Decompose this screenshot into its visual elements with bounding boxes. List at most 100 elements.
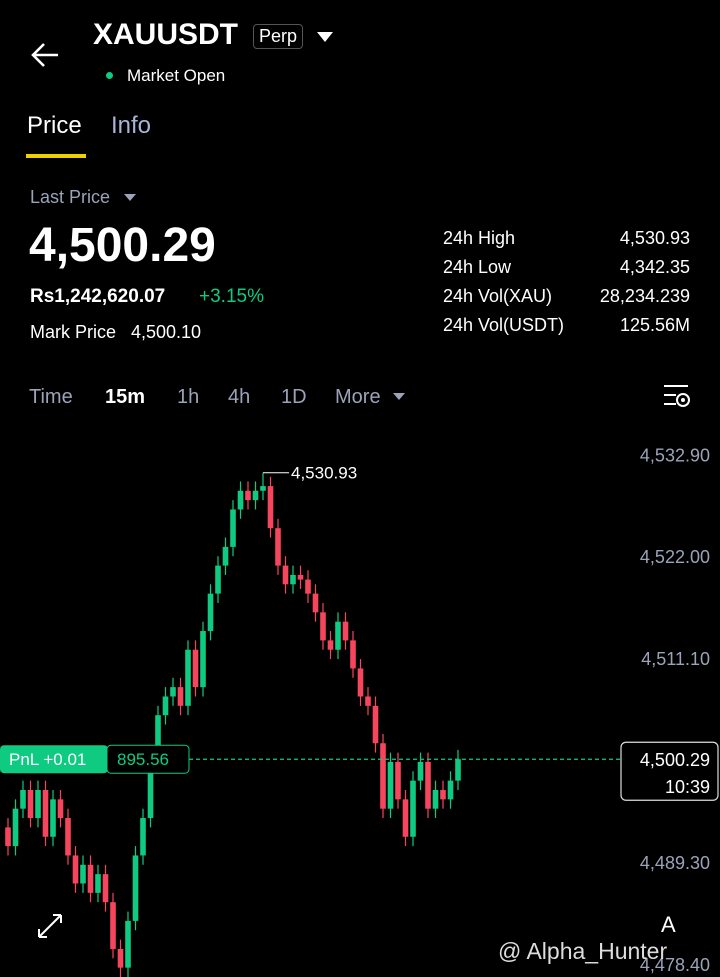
price-change: +3.15% bbox=[199, 286, 264, 307]
candle-body bbox=[140, 818, 146, 856]
candle-body bbox=[110, 902, 116, 949]
interval-option[interactable]: 1h bbox=[177, 386, 200, 408]
candle-body bbox=[380, 743, 386, 809]
candle-body bbox=[27, 789, 34, 819]
stat-value: 125.56M bbox=[619, 315, 690, 335]
last-price: 4,500.29 bbox=[29, 219, 216, 272]
candle-body bbox=[155, 715, 161, 762]
candle-body bbox=[365, 696, 371, 706]
stat-label: 24h High bbox=[443, 228, 516, 248]
candle-body bbox=[117, 948, 124, 968]
candle-body bbox=[35, 789, 41, 819]
pnl-box bbox=[0, 745, 108, 774]
candle-body bbox=[297, 574, 304, 580]
interval-option[interactable]: 4h bbox=[228, 386, 251, 408]
candle-body bbox=[162, 696, 169, 716]
symbol-dropdown[interactable] bbox=[316, 31, 334, 43]
candle-body bbox=[177, 687, 184, 706]
perp-badge: Perp bbox=[253, 24, 304, 49]
tab-info[interactable]: Info bbox=[111, 112, 152, 139]
candle-body bbox=[335, 621, 341, 650]
stat-label: 24h Vol(USDT) bbox=[443, 315, 565, 335]
candle-body bbox=[320, 612, 326, 641]
interval-option[interactable]: 15m bbox=[105, 386, 146, 408]
candle-body bbox=[65, 818, 71, 856]
stat-value: 4,342.35 bbox=[619, 257, 690, 277]
candle-body bbox=[290, 574, 296, 585]
pnl-label: PnL +0.01 bbox=[9, 750, 86, 769]
pnl-tag[interactable]: PnL +0.01 895.56 bbox=[0, 744, 190, 774]
symbol-title[interactable]: XAUUSDT bbox=[93, 18, 239, 51]
interval-option[interactable]: 1D bbox=[281, 386, 307, 408]
candle-body bbox=[147, 761, 154, 819]
stat-value: 4,530.93 bbox=[619, 228, 690, 248]
candle-body bbox=[267, 486, 274, 529]
candle-body bbox=[372, 705, 379, 744]
chart-settings[interactable] bbox=[662, 383, 692, 409]
back-button[interactable] bbox=[28, 40, 62, 70]
candle-body bbox=[50, 799, 56, 837]
candle-body bbox=[72, 855, 79, 884]
candle-body bbox=[440, 789, 446, 800]
candle-body bbox=[20, 789, 26, 809]
candle-body bbox=[230, 509, 236, 547]
candle-body bbox=[342, 621, 349, 641]
status-dot bbox=[106, 72, 113, 79]
candle-body bbox=[132, 855, 139, 921]
candle-body bbox=[425, 761, 431, 809]
candle-body bbox=[350, 640, 356, 669]
fiat-price: Rs1,242,620.07 bbox=[30, 286, 166, 307]
y-tick-label: 4,489.30 bbox=[640, 853, 710, 873]
candle-body bbox=[455, 759, 461, 781]
candle-body bbox=[42, 789, 49, 837]
stat-label: 24h Low bbox=[443, 257, 512, 277]
tab-indicator bbox=[26, 154, 86, 158]
candle-body bbox=[275, 528, 281, 566]
candle-body bbox=[245, 490, 251, 501]
candle-body bbox=[87, 864, 94, 893]
candle-body bbox=[312, 593, 319, 613]
candle-body bbox=[447, 780, 454, 800]
countdown: 10:39 bbox=[665, 777, 710, 797]
last-price-label[interactable]: Last Price bbox=[30, 187, 111, 207]
candlestick-chart: 4,532.90 4,522.00 4,511.10 4,489.30 4,478.40… bbox=[0, 445, 719, 977]
candle-body bbox=[170, 687, 176, 697]
current-price-label: 4,500.29 bbox=[640, 750, 710, 770]
candle-body bbox=[80, 864, 86, 884]
candle-body bbox=[125, 920, 131, 968]
candle-body bbox=[410, 780, 416, 837]
dropdown-icon bbox=[124, 194, 136, 201]
candle-body bbox=[207, 593, 214, 632]
high-marker-label: 4,530.93 bbox=[291, 464, 357, 483]
candle-body bbox=[327, 640, 334, 650]
candle-body bbox=[252, 490, 259, 501]
interval-label: Time bbox=[29, 386, 73, 408]
candle-body bbox=[5, 827, 11, 847]
position-price: 895.56 bbox=[117, 750, 169, 769]
candle-body bbox=[432, 789, 439, 809]
candle-body bbox=[12, 808, 19, 847]
candle-body bbox=[417, 761, 424, 781]
stat-value: 28,234.239 bbox=[599, 286, 690, 306]
position-box bbox=[106, 744, 190, 774]
market-status: Market Open bbox=[127, 66, 226, 85]
mark-price: 4,500.10 bbox=[131, 322, 202, 342]
stat-label: 24h Vol(XAU) bbox=[443, 286, 553, 306]
corner-letter: A bbox=[661, 912, 676, 937]
tab-price[interactable]: Price bbox=[27, 112, 82, 139]
interval-more[interactable]: More bbox=[335, 386, 381, 408]
candle-body bbox=[282, 565, 289, 585]
candle-body bbox=[185, 649, 191, 706]
watermark: @ Alpha_Hunter bbox=[498, 938, 668, 964]
candle-body bbox=[357, 668, 364, 697]
candle-body bbox=[260, 486, 266, 491]
expand-icon[interactable] bbox=[36, 912, 64, 940]
candle-body bbox=[192, 649, 199, 688]
candle-body bbox=[200, 631, 206, 688]
dropdown-icon bbox=[393, 393, 405, 400]
y-tick-label: 4,532.90 bbox=[640, 445, 710, 465]
y-tick-label: 4,478.40 bbox=[640, 955, 710, 975]
candle-body bbox=[95, 874, 101, 893]
candle-body bbox=[57, 799, 64, 819]
y-tick-label: 4,511.10 bbox=[641, 649, 710, 669]
